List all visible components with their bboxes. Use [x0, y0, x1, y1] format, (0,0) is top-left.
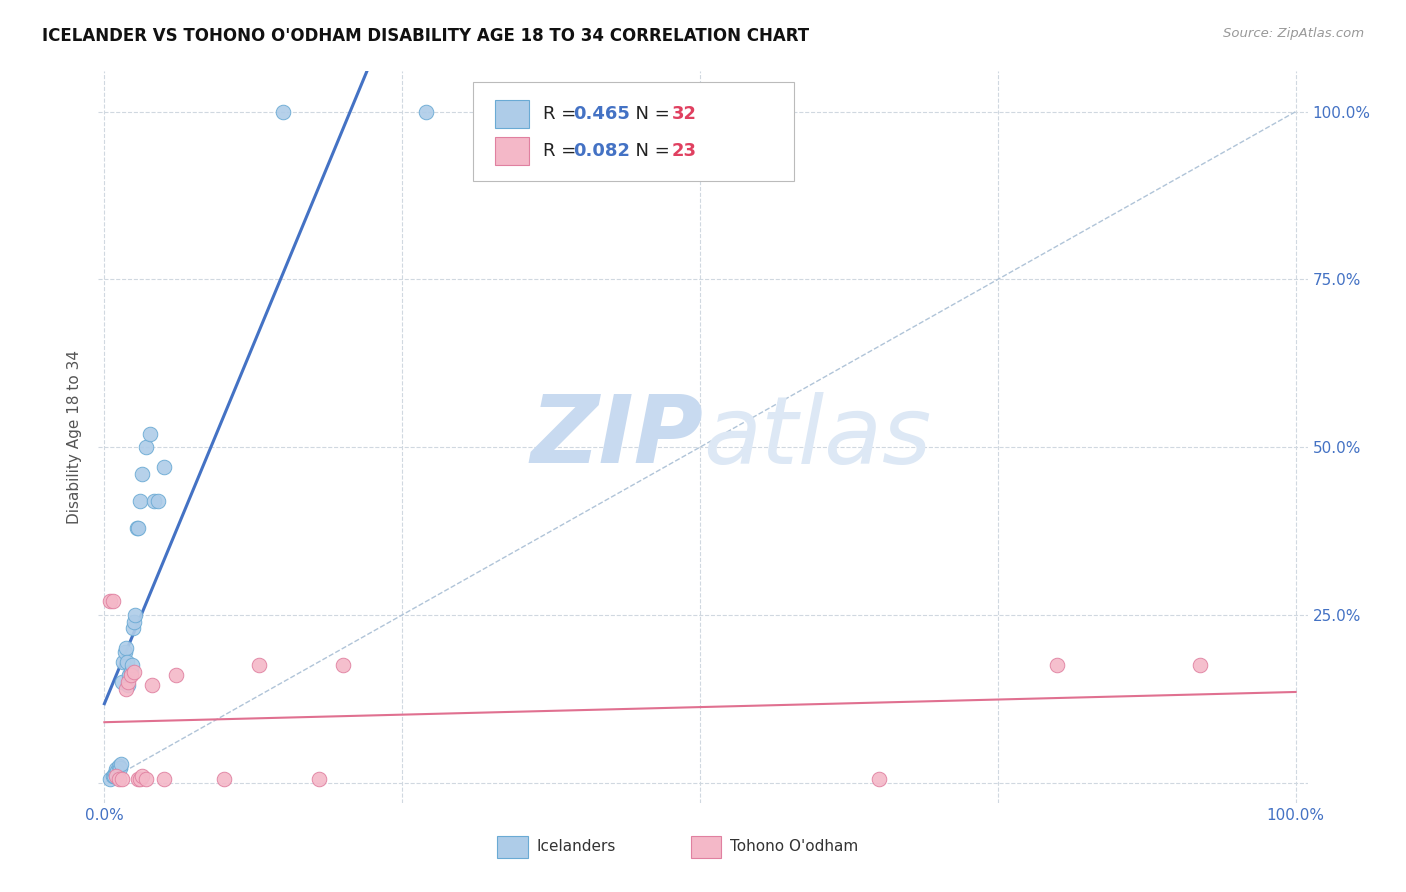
Point [114, 681, 136, 696]
Point [112, 655, 135, 669]
Point [101, 594, 124, 608]
Point [101, 769, 124, 783]
Point [135, 772, 157, 787]
Point [153, 772, 176, 787]
Point [127, 521, 149, 535]
Point [143, 493, 166, 508]
Point [120, 665, 142, 679]
Point [124, 607, 146, 622]
Point [146, 493, 169, 508]
Point [129, 772, 152, 787]
Point [153, 460, 176, 475]
Point [117, 675, 139, 690]
Y-axis label: Disability Age 18 to 34: Disability Age 18 to 34 [67, 350, 83, 524]
Point [122, 665, 145, 679]
Point [107, 759, 129, 773]
Point [114, 641, 136, 656]
Text: 0.082: 0.082 [574, 142, 631, 160]
Point [135, 440, 157, 454]
Point [115, 655, 138, 669]
Point [111, 772, 134, 787]
Text: 32: 32 [672, 104, 696, 123]
FancyBboxPatch shape [474, 82, 793, 181]
Point [1189, 658, 1212, 673]
Point [212, 772, 235, 787]
Text: ICELANDER VS TOHONO O'ODHAM DISABILITY AGE 18 TO 34 CORRELATION CHART: ICELANDER VS TOHONO O'ODHAM DISABILITY A… [42, 27, 810, 45]
Text: atlas: atlas [703, 392, 931, 483]
Text: Icelanders: Icelanders [536, 839, 616, 855]
Point [415, 104, 437, 119]
Point [131, 769, 153, 783]
Point [125, 521, 148, 535]
Point [129, 493, 152, 508]
Text: Tohono O'odham: Tohono O'odham [730, 839, 858, 855]
Text: N =: N = [624, 142, 676, 160]
Point [103, 769, 125, 783]
FancyBboxPatch shape [495, 100, 529, 128]
Point [98, 594, 121, 608]
Point [141, 678, 163, 692]
Point [110, 756, 132, 771]
Point [107, 764, 129, 778]
Point [165, 668, 187, 682]
Point [138, 426, 160, 441]
FancyBboxPatch shape [495, 137, 529, 165]
Text: 0.465: 0.465 [574, 104, 630, 123]
Point [271, 104, 294, 119]
Point [105, 762, 128, 776]
Text: 23: 23 [672, 142, 696, 160]
Point [114, 645, 136, 659]
Point [308, 772, 330, 787]
Point [98, 772, 121, 787]
Point [117, 678, 139, 692]
Text: R =: R = [543, 104, 582, 123]
Point [121, 658, 143, 673]
Point [107, 772, 129, 787]
FancyBboxPatch shape [690, 836, 721, 858]
Point [111, 675, 134, 690]
Point [131, 467, 153, 481]
Point [247, 658, 270, 673]
FancyBboxPatch shape [498, 836, 527, 858]
Point [868, 772, 890, 787]
Text: ZIP: ZIP [530, 391, 703, 483]
Text: Source: ZipAtlas.com: Source: ZipAtlas.com [1223, 27, 1364, 40]
Point [1046, 658, 1069, 673]
Point [122, 621, 145, 635]
Point [127, 772, 149, 787]
Point [108, 761, 131, 775]
Point [104, 765, 127, 780]
Point [105, 769, 128, 783]
Point [118, 668, 141, 682]
Point [332, 658, 354, 673]
Point [120, 668, 142, 682]
Text: N =: N = [624, 104, 676, 123]
Text: R =: R = [543, 142, 582, 160]
Point [122, 615, 145, 629]
